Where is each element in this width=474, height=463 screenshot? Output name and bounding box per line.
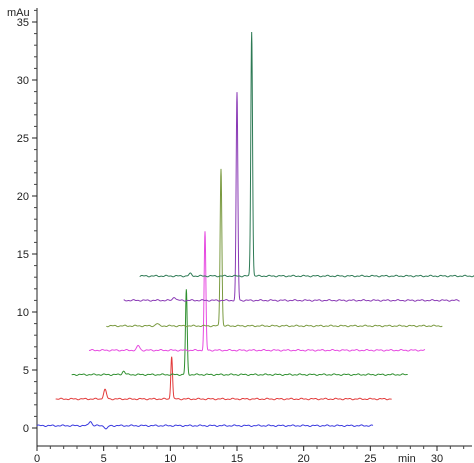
x-tick-label: 25 — [364, 453, 376, 463]
y-tick-label: 35 — [17, 17, 29, 29]
y-tick-label: 30 — [17, 75, 29, 87]
chromatogram-trace-2 — [55, 356, 392, 401]
y-tick-label: 5 — [23, 365, 29, 377]
chromatogram-trace-1 — [36, 421, 374, 430]
y-ticks: 0 5 10 15 20 25 30 35 — [17, 9, 37, 435]
chromatogram-trace-4 — [88, 231, 426, 352]
chromatogram-trace-3 — [71, 289, 408, 376]
chromatogram-traces — [36, 32, 474, 430]
x-tick-label: 0 — [34, 453, 40, 463]
x-tick-label: 10 — [164, 453, 176, 463]
y-tick-label: 20 — [17, 191, 29, 203]
x-ticks: 0 5 10 15 20 25 30 — [34, 446, 465, 463]
x-tick-label: 15 — [231, 453, 243, 463]
y-tick-label: 10 — [17, 307, 29, 319]
x-axis-unit-label: min — [398, 453, 416, 463]
y-axis-unit-label: mAu — [7, 7, 30, 19]
chromatogram-trace-7 — [139, 32, 474, 278]
chromatogram-trace-6 — [123, 92, 460, 302]
y-tick-label: 25 — [17, 133, 29, 145]
y-tick-label: 15 — [17, 249, 29, 261]
chromatogram-trace-5 — [106, 168, 443, 328]
y-tick-label: 0 — [23, 423, 29, 435]
x-tick-label: 20 — [298, 453, 310, 463]
x-tick-label: 30 — [431, 453, 443, 463]
axes — [36, 8, 472, 447]
x-tick-label: 5 — [101, 453, 107, 463]
